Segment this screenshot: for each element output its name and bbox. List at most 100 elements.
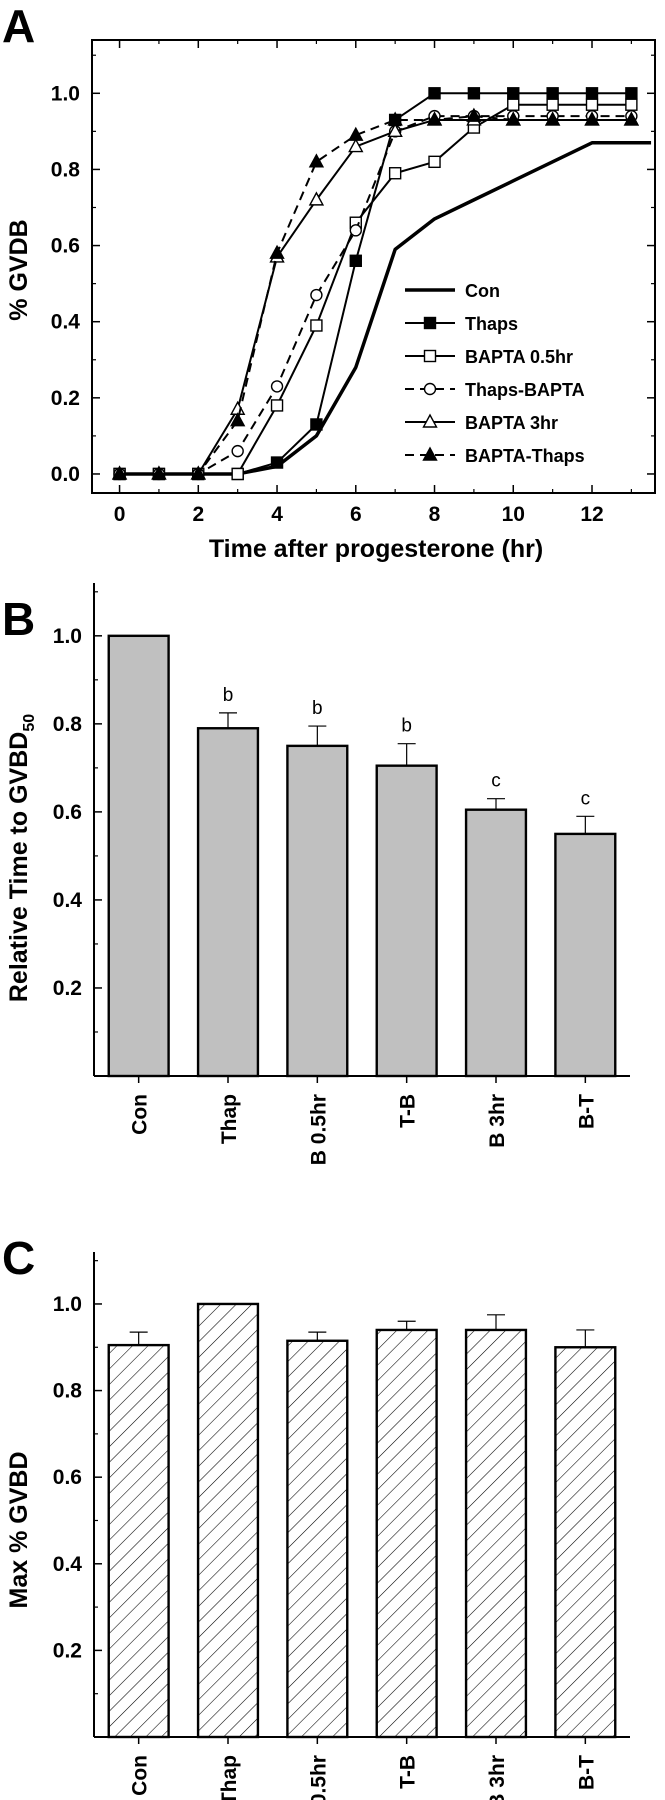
data-point <box>310 418 323 431</box>
data-point <box>388 167 402 180</box>
x-tick-label: Thap <box>218 1755 241 1800</box>
x-tick-label: T-B <box>397 1755 420 1789</box>
data-point <box>387 122 403 138</box>
data-point <box>348 126 364 141</box>
y-tick-label: 0.4 <box>53 1553 83 1576</box>
data-point <box>428 87 441 100</box>
legend-label-bapta-0-5hr: BAPTA 0.5hr <box>465 347 573 367</box>
series-line-con <box>119 141 652 476</box>
bar <box>464 808 528 1078</box>
series-line-bapta-thaps <box>119 115 632 475</box>
y-tick-label: 0.8 <box>51 158 81 181</box>
data-point <box>625 98 638 111</box>
data-point <box>310 319 323 332</box>
x-tick-label: 0 <box>114 503 126 526</box>
data-point <box>467 87 481 100</box>
data-point <box>270 456 284 469</box>
x-tick-label: 10 <box>502 503 525 526</box>
y-tick-label: 0.8 <box>53 1380 83 1403</box>
series-bapta-3hr <box>111 111 640 480</box>
data-point <box>111 465 128 480</box>
data-point <box>270 380 284 393</box>
panel-c-letter: C <box>2 1232 35 1284</box>
data-point <box>308 191 325 206</box>
x-tick-label: B 0.5hr <box>307 1094 330 1165</box>
bar <box>554 832 617 1078</box>
x-tick-label: 2 <box>192 503 204 526</box>
bar <box>464 1328 528 1739</box>
data-point <box>349 254 362 267</box>
x-tick-label: Thap <box>218 1094 241 1144</box>
series-con <box>119 141 652 476</box>
y-tick-label: 0.6 <box>51 235 80 258</box>
data-point <box>466 107 482 122</box>
panel-b: B 0.2 0.4 0.6 0.8 1.0 Con b Thap b B 0.5hr b T-B c B … <box>2 583 630 1165</box>
data-point <box>584 111 600 126</box>
significance-label: b <box>223 685 234 706</box>
legend-label-con: Con <box>465 281 500 301</box>
y-tick-label: 1.0 <box>53 1293 82 1316</box>
data-point <box>507 87 520 100</box>
legend-marker-bapta-thaps <box>422 446 438 461</box>
x-tick-label: 4 <box>271 503 283 526</box>
data-point <box>151 465 167 480</box>
y-axis-title: % GVDB <box>5 219 33 320</box>
y-tick-label: 0.6 <box>53 1466 82 1489</box>
significance-label: b <box>401 716 412 737</box>
x-tick-label: T-B <box>397 1094 420 1128</box>
y-tick-label: 1.0 <box>51 82 80 105</box>
bar <box>196 727 260 1078</box>
significance-label: c <box>581 788 591 809</box>
x-tick-label: 6 <box>350 503 362 526</box>
legend-label-thaps: Thaps <box>465 314 518 334</box>
data-point <box>308 153 325 168</box>
legend-label-thaps-bapta: Thaps-BAPTA <box>465 380 585 400</box>
data-point <box>231 444 244 458</box>
data-point <box>269 244 285 259</box>
y-tick-label: 0.8 <box>53 713 83 736</box>
data-point <box>623 111 640 126</box>
x-tick-label: B 3hr <box>486 1755 509 1800</box>
bar <box>196 1302 260 1739</box>
x-tick-label: B 3hr <box>486 1094 509 1148</box>
data-point <box>310 288 323 302</box>
panel-b-letter: B <box>2 593 35 645</box>
bar <box>107 634 170 1078</box>
data-point <box>387 111 403 126</box>
panel-a: A 0 2 4 6 8 10 12 0.0 0.2 0.4 0.6 0.8 1.0 Con Thaps BA… <box>2 0 656 563</box>
data-point <box>544 111 561 126</box>
y-tick-label: 0.2 <box>51 387 80 410</box>
bar <box>286 744 349 1078</box>
data-point <box>348 138 364 153</box>
y-tick-label: 0.2 <box>53 1639 82 1662</box>
legend: Con Thaps BAPTA 0.5hr Thaps-BAPTA BAPTA 3hr B… <box>405 281 585 466</box>
legend-marker-thaps <box>423 316 437 330</box>
data-point <box>585 87 599 100</box>
series-thaps <box>113 87 638 481</box>
x-tick-label: B-T <box>575 1094 598 1129</box>
data-point <box>270 399 284 412</box>
x-axis-title: Time after progesterone (hr) <box>209 535 543 563</box>
y-tick-label: 0.6 <box>53 801 82 824</box>
significance-label: b <box>312 698 323 719</box>
series-line-thaps-bapta <box>119 115 632 475</box>
y-tick-label: 1.0 <box>53 625 82 648</box>
y-tick-label: 0.4 <box>53 889 83 912</box>
data-point <box>229 412 246 427</box>
data-point <box>625 87 638 100</box>
y-tick-label: 0.2 <box>53 977 82 1000</box>
data-point <box>231 467 244 481</box>
series-line-bapta-0-5hr <box>119 103 632 475</box>
x-tick-label: B-T <box>575 1755 598 1790</box>
data-point <box>426 111 443 126</box>
series-bapta-0-5hr <box>113 98 638 481</box>
x-tick-label: 8 <box>429 503 441 526</box>
data-point <box>349 224 362 237</box>
y-axis-title: Max % GVBD <box>5 1452 33 1609</box>
x-tick-label: Con <box>129 1755 152 1796</box>
data-point <box>190 465 206 480</box>
x-tick-label: Con <box>129 1094 152 1135</box>
x-tick-label: B 0.5hr <box>307 1755 330 1800</box>
panel-a-letter: A <box>2 0 35 52</box>
bar <box>554 1346 617 1739</box>
